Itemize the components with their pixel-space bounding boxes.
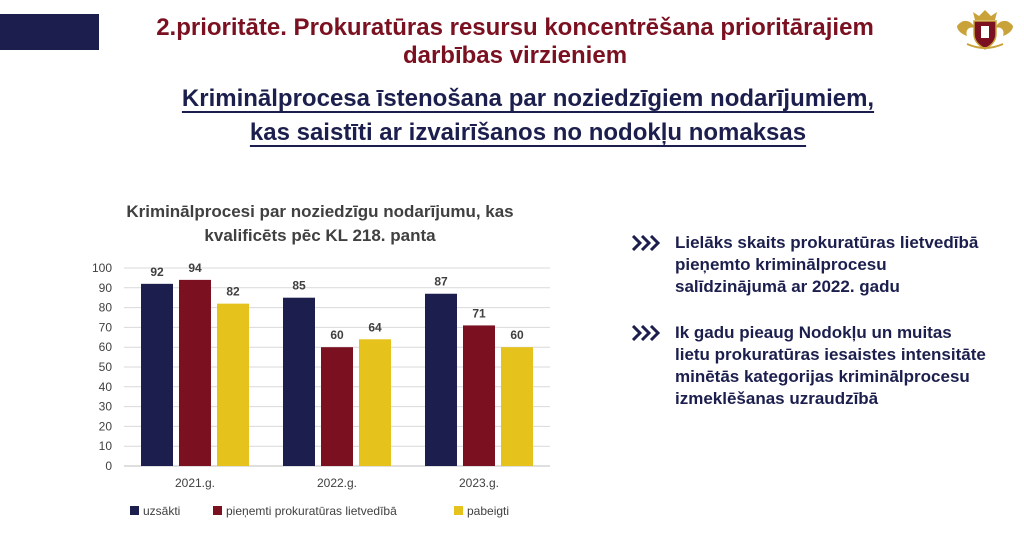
y-tick-label: 60	[99, 340, 113, 354]
y-tick-label: 10	[99, 439, 113, 453]
y-tick-label: 80	[99, 301, 113, 315]
legend-swatch	[130, 506, 139, 515]
data-label: 92	[150, 265, 164, 279]
bar	[501, 347, 533, 466]
slide-title: 2.prioritāte. Prokuratūras resursu konce…	[100, 14, 930, 70]
data-label: 82	[226, 285, 240, 299]
slide-subtitle: Kriminālprocesa īstenošana par noziedzīg…	[120, 82, 936, 150]
bullet-text-2: Ik gadu pieaug Nodokļu un muitas lietu p…	[675, 323, 986, 408]
chart-title: Kriminālprocesi par noziedzīgu nodarījum…	[85, 200, 555, 248]
bar	[283, 297, 315, 466]
bar	[217, 303, 249, 466]
y-tick-label: 90	[99, 281, 113, 295]
double-chevron-right-icon	[631, 325, 661, 341]
slide-title-line-2: darbības virzieniem	[402, 42, 628, 69]
bullet-text-1: Lielāks skaits prokuratūras lietvedībā p…	[675, 233, 979, 296]
y-tick-label: 0	[105, 459, 112, 473]
legend-label: uzsākti	[143, 504, 180, 518]
y-tick-label: 100	[92, 261, 112, 275]
data-label: 64	[368, 320, 382, 334]
legend-label: pieņemti prokuratūras lietvedībā	[226, 504, 397, 518]
bar-chart: 0 10 20 30 40 50 60 70 80 90 100 92 94 82 2021.g. 85 60 6…	[92, 261, 550, 518]
data-label: 71	[472, 306, 486, 320]
slide-title-line-1: 2.prioritāte. Prokuratūras resursu konce…	[156, 14, 874, 41]
y-tick-label: 70	[99, 320, 113, 334]
bar	[463, 325, 495, 466]
corner-accent-bar	[0, 14, 99, 50]
bullet-list: Lielāks skaits prokuratūras lietvedībā p…	[631, 232, 991, 410]
data-label: 87	[434, 275, 448, 289]
prosecutor-office-emblem-icon	[957, 10, 1013, 50]
data-label: 60	[510, 328, 524, 342]
bar	[321, 347, 353, 466]
double-chevron-right-icon	[631, 235, 661, 251]
bar	[179, 279, 211, 466]
legend-swatch	[454, 506, 463, 515]
y-tick-label: 50	[99, 360, 113, 374]
legend-swatch	[213, 506, 222, 515]
y-tick-label: 40	[99, 380, 113, 394]
legend-label: pabeigti	[467, 504, 509, 518]
y-tick-label: 20	[99, 419, 113, 433]
bar	[425, 293, 457, 466]
x-tick-label: 2021.g.	[175, 476, 215, 490]
data-label: 94	[188, 261, 202, 275]
chart-title-line-1: Kriminālprocesi par noziedzīgu nodarījum…	[126, 202, 514, 221]
x-tick-label: 2022.g.	[317, 476, 357, 490]
chart-title-line-2: kvalificēts pēc KL 218. panta	[204, 226, 436, 245]
slide-subtitle-line-1: Kriminālprocesa īstenošana par noziedzīg…	[181, 85, 875, 112]
bar	[359, 339, 391, 466]
bullet-item-2: Ik gadu pieaug Nodokļu un muitas lietu p…	[631, 322, 991, 410]
bar	[141, 283, 173, 466]
data-label: 85	[292, 279, 306, 293]
x-tick-label: 2023.g.	[459, 476, 499, 490]
slide-subtitle-line-2: kas saistīti ar izvairīšanos no nodokļu …	[249, 119, 807, 146]
y-tick-label: 30	[99, 400, 113, 414]
data-label: 60	[330, 328, 344, 342]
bullet-item-1: Lielāks skaits prokuratūras lietvedībā p…	[631, 232, 991, 298]
